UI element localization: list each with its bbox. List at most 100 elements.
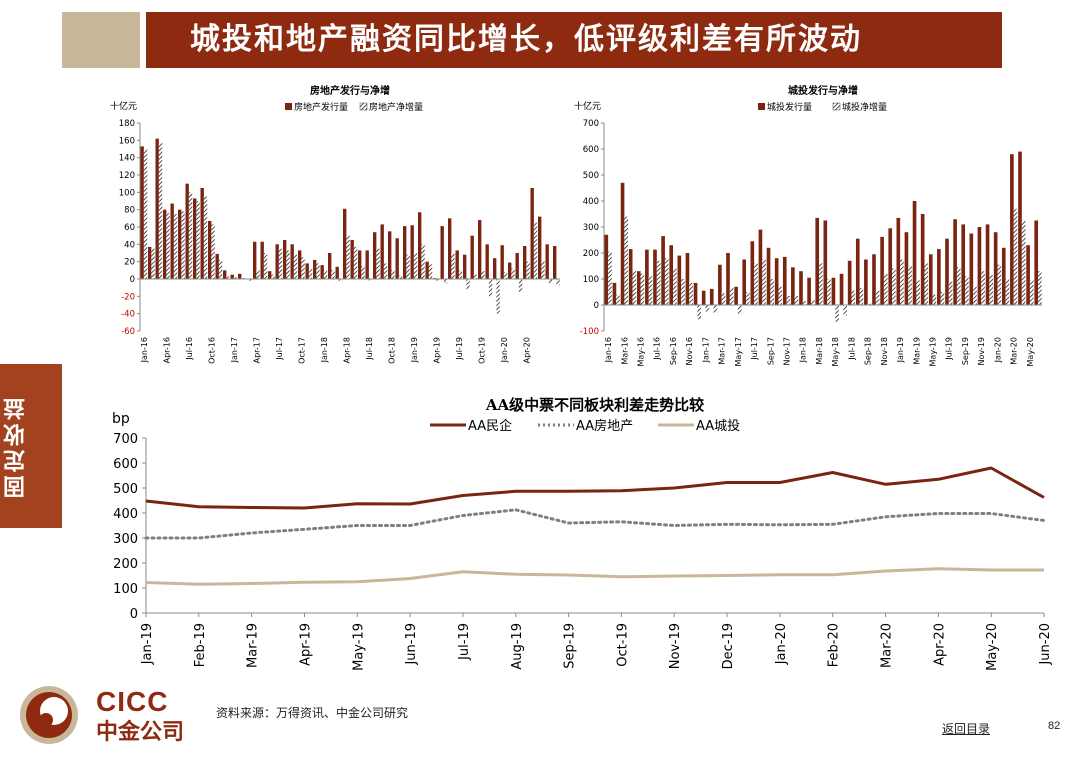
bar-net bbox=[541, 261, 545, 279]
back-to-contents-link[interactable]: 返回目录 bbox=[942, 722, 991, 736]
bar-net bbox=[158, 142, 163, 279]
y-tick-label: 400 bbox=[583, 197, 599, 207]
x-tick-label: Feb-19 bbox=[193, 623, 208, 667]
y-tick-label: 500 bbox=[113, 482, 138, 497]
bar-net bbox=[248, 279, 253, 281]
bar-issuance bbox=[328, 253, 332, 279]
y-tick-label: 300 bbox=[583, 223, 599, 233]
y-tick-label: 200 bbox=[583, 249, 599, 259]
x-tick-label: Nov-16 bbox=[685, 337, 694, 365]
bar-issuance bbox=[493, 258, 497, 279]
bar-issuance bbox=[238, 273, 242, 279]
bar-net bbox=[428, 264, 433, 279]
bar-net bbox=[989, 275, 994, 305]
bar-net bbox=[458, 270, 463, 279]
bar-issuance bbox=[750, 241, 755, 305]
x-tick-label: Feb-20 bbox=[827, 623, 842, 667]
bar-net bbox=[173, 214, 178, 279]
bar-net bbox=[1013, 208, 1018, 305]
bar-net bbox=[754, 263, 758, 305]
bar-net bbox=[316, 263, 320, 279]
bar-issuance bbox=[920, 214, 925, 305]
bar-issuance bbox=[604, 234, 609, 305]
bar-issuance bbox=[410, 225, 414, 279]
y-tick-label: 0 bbox=[594, 301, 599, 311]
x-tick-label: Jul-16 bbox=[185, 337, 194, 361]
series-line bbox=[145, 466, 1045, 510]
bar-net bbox=[632, 271, 637, 305]
x-tick-label: Jul-18 bbox=[365, 337, 374, 361]
bar-issuance bbox=[726, 253, 730, 305]
bar-issuance bbox=[538, 216, 542, 279]
legend-swatch bbox=[359, 102, 368, 111]
x-tick-label: Mar-17 bbox=[718, 337, 727, 365]
bar-issuance bbox=[470, 235, 474, 279]
bar-net bbox=[664, 258, 669, 305]
bar-net bbox=[762, 259, 766, 305]
bar-issuance bbox=[628, 249, 633, 305]
bar-net bbox=[383, 263, 388, 279]
bar-issuance bbox=[365, 250, 369, 279]
bar-issuance bbox=[945, 238, 949, 305]
bar-issuance bbox=[888, 228, 893, 305]
bar-net bbox=[997, 264, 1002, 305]
bar-issuance bbox=[425, 261, 429, 279]
bar-issuance bbox=[1001, 247, 1006, 305]
logo-text-cn: 中金公司 bbox=[96, 720, 185, 745]
bar-issuance bbox=[766, 247, 771, 305]
y-tick-label: 140 bbox=[119, 154, 135, 164]
bar-net bbox=[778, 286, 783, 305]
bar-net bbox=[924, 263, 929, 305]
bar-net bbox=[218, 259, 223, 279]
x-tick-label: Jan-17 bbox=[701, 337, 710, 363]
page-title: 城投和地产融资同比增长，低评级利差有所波动 bbox=[190, 22, 862, 57]
page-number: 82 bbox=[1048, 720, 1061, 732]
x-tick-label: Nov-18 bbox=[880, 337, 889, 365]
x-tick-label: Sep-16 bbox=[669, 337, 678, 365]
x-tick-label: Mar-19 bbox=[246, 623, 261, 668]
bar-net bbox=[851, 290, 856, 305]
bar-issuance bbox=[358, 250, 362, 279]
bar-issuance bbox=[230, 274, 234, 279]
bar-issuance bbox=[373, 232, 377, 279]
x-tick-label: Mar-20 bbox=[880, 623, 895, 668]
bar-issuance bbox=[742, 259, 747, 305]
x-tick-label: Dec-19 bbox=[721, 623, 736, 669]
x-tick-label: Sep-19 bbox=[563, 623, 578, 669]
bar-net bbox=[673, 268, 677, 305]
bar-issuance bbox=[395, 238, 399, 279]
bar-net bbox=[867, 303, 872, 305]
bar-net bbox=[233, 277, 238, 279]
bar-issuance bbox=[807, 277, 811, 305]
x-tick-label: Oct-17 bbox=[297, 337, 306, 364]
bar-net bbox=[883, 273, 888, 305]
bar-net bbox=[1038, 271, 1042, 305]
bar-issuance bbox=[685, 253, 690, 305]
bar-net bbox=[211, 224, 215, 279]
x-tick-label: Sep-17 bbox=[766, 337, 775, 365]
x-tick-label: Jan-19 bbox=[140, 623, 155, 665]
title-band bbox=[146, 12, 1002, 68]
y-tick-label: 80 bbox=[124, 206, 135, 216]
bar-issuance bbox=[774, 258, 779, 305]
bar-issuance bbox=[864, 259, 868, 305]
bar-net bbox=[391, 270, 395, 279]
bar-issuance bbox=[515, 253, 519, 279]
bar-net bbox=[940, 292, 945, 305]
bar-issuance bbox=[831, 277, 836, 305]
bar-net bbox=[1029, 280, 1034, 305]
bar-net bbox=[916, 280, 921, 305]
bar-net bbox=[548, 279, 553, 284]
bar-net bbox=[697, 305, 702, 320]
bar-issuance bbox=[1034, 220, 1039, 305]
x-tick-label: May-16 bbox=[637, 337, 646, 366]
legend-swatch bbox=[285, 103, 292, 110]
x-tick-label: Jan-17 bbox=[230, 337, 239, 363]
chart-title: AA级中票不同板块利差走势比较 bbox=[485, 396, 704, 414]
bar-issuance bbox=[620, 182, 625, 305]
y-tick-label: 400 bbox=[113, 507, 138, 522]
series-line bbox=[145, 567, 1044, 586]
bar-issuance bbox=[636, 271, 641, 305]
bar-net bbox=[908, 266, 912, 305]
